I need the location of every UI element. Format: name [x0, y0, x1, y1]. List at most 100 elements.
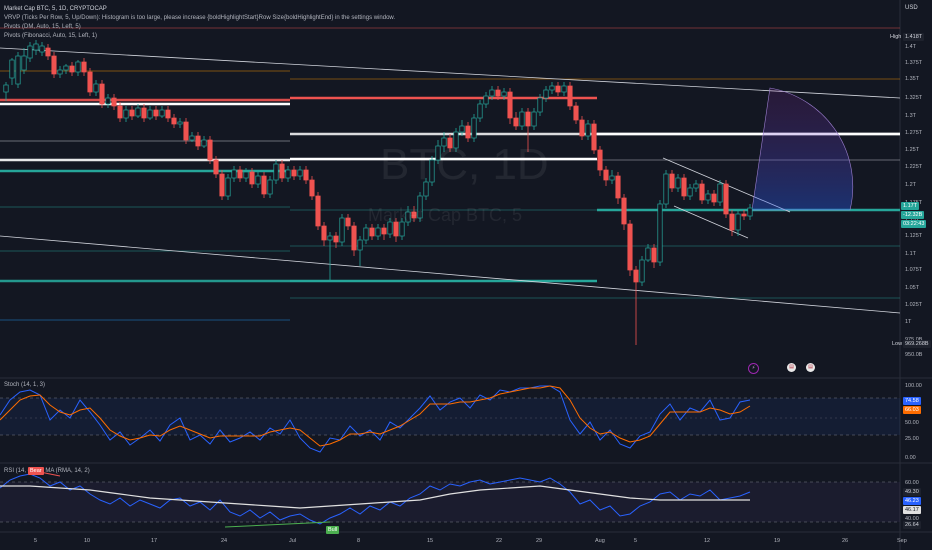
candle-body: [129, 109, 135, 117]
candle-body: [507, 91, 513, 119]
time-axis-label: 12: [704, 538, 711, 544]
candle-body: [141, 107, 147, 119]
candle-body: [297, 169, 303, 177]
candle-body: [309, 179, 315, 197]
candle-body: [99, 83, 105, 105]
candle-body: [429, 159, 435, 183]
candle-body: [255, 175, 261, 185]
rsi-ma-badge: 46.23: [903, 497, 921, 505]
currency-label[interactable]: USD: [905, 5, 918, 11]
pivots-dm-legend[interactable]: Pivots (DM, Auto, 15, Left, 5): [4, 24, 81, 30]
us-flag-event-icon[interactable]: ▤: [806, 363, 815, 372]
candle-body: [15, 55, 21, 85]
rsi-scale-label: 60.00: [905, 480, 919, 486]
stoch-title[interactable]: Stoch (14, 1, 3): [4, 382, 46, 388]
rsi-bear-label: Bear: [28, 467, 44, 475]
candle-body: [639, 259, 645, 283]
candle-body: [555, 85, 561, 93]
candle-body: [81, 61, 87, 73]
candle-body: [675, 177, 681, 189]
candle-body: [315, 195, 321, 227]
candle-body: [231, 169, 237, 179]
vrvp-legend[interactable]: VRVP (Ticks Per Row, 5, Up/Down): Histog…: [4, 15, 396, 21]
candle-body: [171, 117, 177, 125]
rsi-val3-badge: 46.17: [903, 506, 921, 514]
candle-body: [585, 123, 591, 137]
candle-body: [207, 139, 213, 161]
watermark-subtitle: Market Cap BTC, 5: [368, 205, 523, 225]
candle-body: [717, 183, 723, 203]
candle-body: [369, 227, 375, 237]
candle-body: [693, 183, 699, 189]
candle-body: [579, 119, 585, 137]
candle-body: [153, 109, 159, 117]
candlestick-series: [3, 40, 753, 345]
candle-body: [69, 65, 75, 73]
candle-body: [303, 169, 309, 181]
time-axis-label: Aug: [595, 538, 605, 544]
candle-body: [501, 91, 507, 97]
rsi-pane: [0, 469, 900, 528]
stoch-scale-label: 100.00: [905, 383, 922, 389]
candle-body: [21, 55, 27, 71]
price-axis-label: 1.3T: [905, 113, 917, 119]
candle-body: [345, 217, 351, 227]
pivots-fib-legend[interactable]: Pivots (Fibonacci, Auto, 15, Left, 1): [4, 33, 98, 39]
candle-body: [681, 177, 687, 197]
candle-body: [159, 109, 165, 117]
candle-body: [165, 109, 171, 119]
candle-body: [75, 61, 81, 73]
fib-arc-drawing: [751, 87, 854, 211]
candle-body: [375, 227, 381, 237]
candle-body: [435, 145, 441, 161]
candle-body: [201, 139, 207, 147]
candle-body: [243, 171, 249, 179]
candle-body: [657, 203, 663, 263]
rsi-band: [0, 482, 900, 522]
candle-body: [57, 69, 63, 75]
price-axis-label: 1.05T: [905, 285, 920, 291]
candle-body: [195, 135, 201, 147]
candle-body: [465, 125, 471, 139]
price-axis-label: 950.0B: [905, 352, 923, 358]
candle-body: [543, 89, 549, 99]
high-value-badge: 1.418T: [903, 33, 925, 41]
candle-body: [459, 125, 465, 133]
time-axis-label: 24: [221, 538, 228, 544]
rsi-val4-badge: 26.64: [903, 521, 921, 529]
rsi-title[interactable]: RSI (14, close) MA (RMA, 14, 2): [4, 468, 90, 474]
candle-body: [561, 85, 567, 93]
watermark-symbol: BTC, 1D: [380, 140, 549, 189]
time-axis-label: 19: [774, 538, 781, 544]
price-axis-label: 1.025T: [905, 302, 923, 308]
candle-body: [393, 221, 399, 237]
candle-body: [573, 105, 579, 121]
price-axis-label: 1.225T: [905, 164, 923, 170]
candle-body: [591, 123, 597, 151]
candle-body: [321, 225, 327, 241]
price-axis-label: 1.375T: [905, 60, 923, 66]
time-axis-label: 8: [357, 538, 361, 544]
candle-body: [213, 159, 219, 175]
lightning-event-icon[interactable]: ⚡: [748, 363, 759, 374]
rsi-ma-line: [0, 485, 750, 509]
candle-body: [237, 169, 243, 179]
candle-body: [447, 137, 453, 149]
candle-body: [549, 85, 555, 91]
candle-body: [111, 97, 117, 107]
candle-body: [705, 193, 711, 201]
low-value-badge: 969.268B: [903, 340, 931, 348]
candle-body: [609, 175, 615, 181]
trendline-lower: [0, 235, 901, 314]
candle-body: [93, 83, 99, 93]
price-axis-label: 1.4T: [905, 44, 917, 50]
stoch-scale-label: 25.00: [905, 436, 919, 442]
time-axis-label: 5: [34, 538, 38, 544]
candle-body: [279, 163, 285, 179]
candle-body: [117, 105, 123, 119]
candle-body: [51, 55, 57, 75]
us-flag-event-icon[interactable]: ▤: [787, 363, 796, 372]
symbol-title[interactable]: Market Cap BTC, 5, 1D, CRYPTOCAP: [4, 6, 107, 12]
time-axis-label: 17: [151, 538, 158, 544]
